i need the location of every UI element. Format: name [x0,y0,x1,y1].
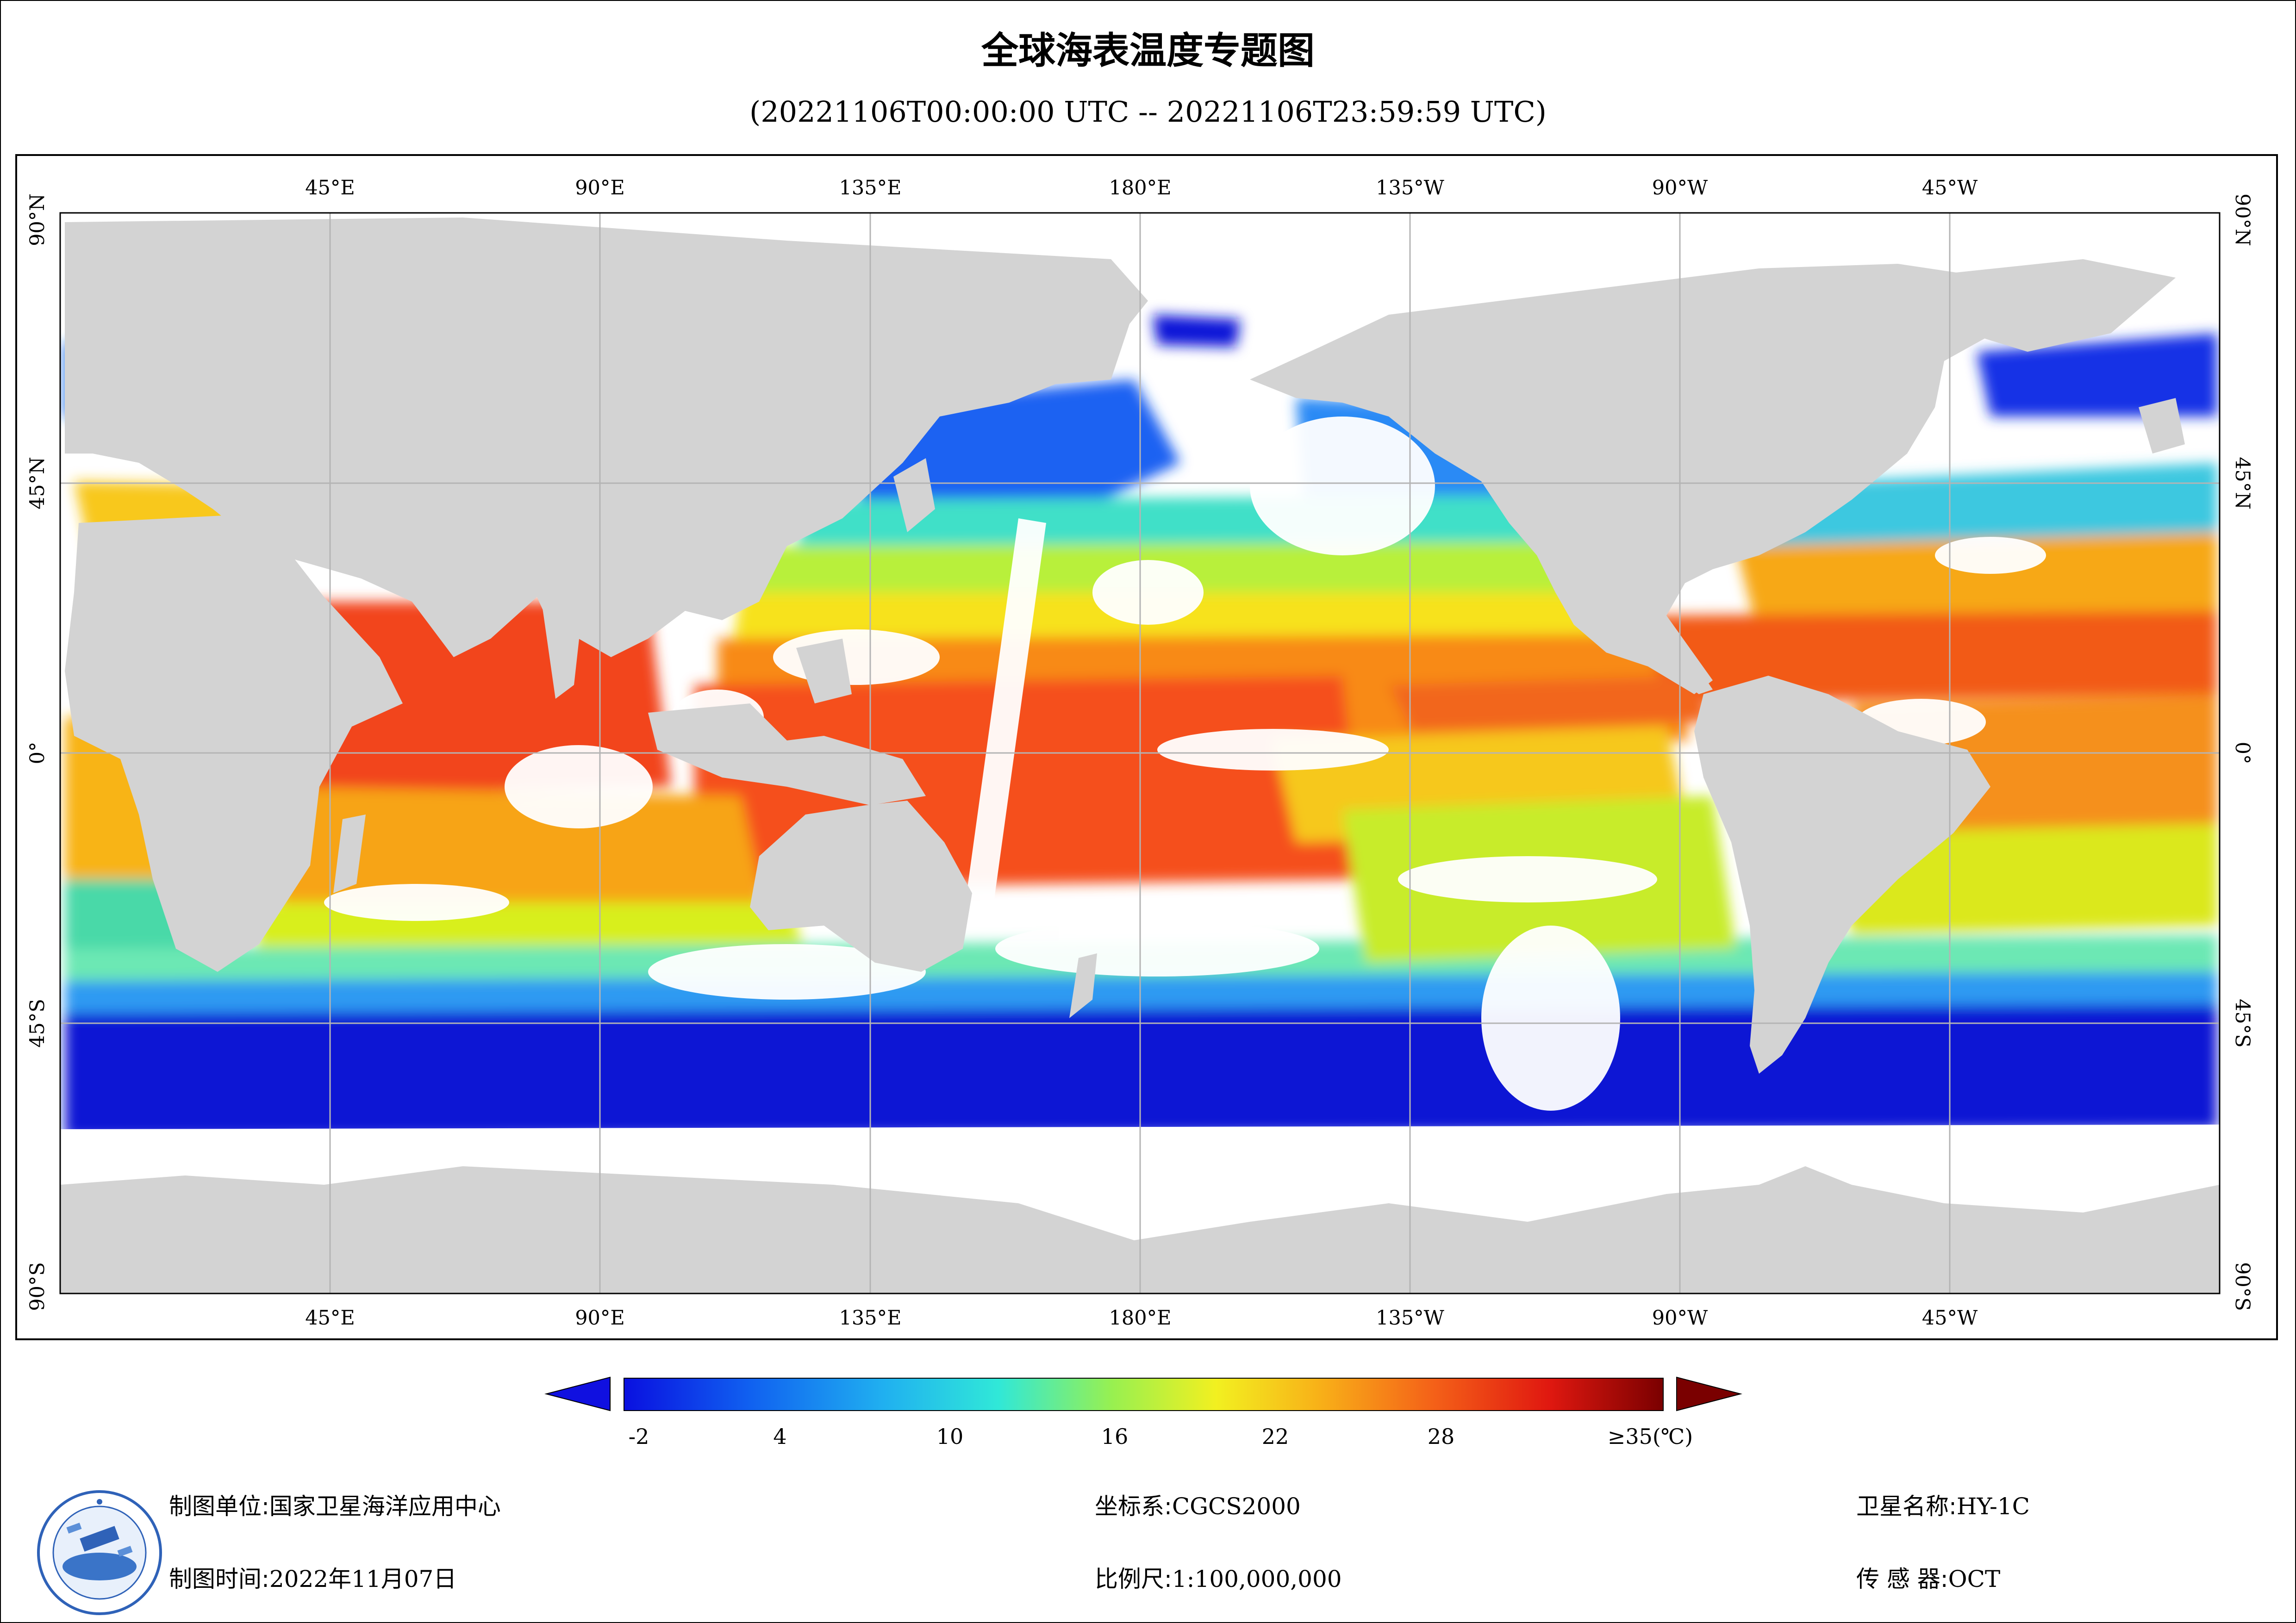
sst-field [60,218,2220,1293]
colorbar-tick: ≥35(℃) [1608,1424,1693,1449]
lon-label: 135°E [839,176,902,199]
lon-label: 45°E [305,1306,355,1330]
lon-label: 135°W [1376,176,1445,199]
lat-label: 0° [2231,742,2254,765]
colorbar-tick: -2 [629,1424,649,1449]
sensor-label: 传 感 器: [1856,1566,1948,1592]
lat-label: 90°S [26,1262,49,1311]
lat-label: 90°N [2231,193,2254,246]
scale-value: 1:100,000,000 [1172,1566,1342,1592]
sensor-value: OCT [1948,1566,2001,1592]
top-lon-labels: 45°E 90°E 135°E 180°E 135°W 90°W 45°W [305,176,1978,199]
colorbar-tick: 10 [936,1424,964,1449]
colorbar-tick: 28 [1428,1424,1455,1449]
time-range: (20221106T00:00:00 UTC -- 20221106T23:59… [749,95,1547,129]
producer-label: 制图单位: [169,1493,269,1520]
left-lat-labels: 90°N 45°N 0° 45°S 90°S [26,193,49,1311]
scale-label: 比例尺: [1095,1566,1172,1592]
map-title: 全球海表温度专题图 [981,29,1315,72]
lat-label: 0° [26,742,49,765]
lon-label: 90°W [1652,176,1708,199]
colorbar-tick: 4 [773,1424,786,1449]
colorbar-gradient [624,1378,1664,1411]
lon-label: 135°W [1376,1306,1445,1330]
lon-label: 135°E [839,1306,902,1330]
lon-label: 180°E [1109,176,1172,199]
sst-map: 45°E 90°E 135°E 180°E 135°W 90°W 45°W 45… [26,176,2254,1330]
crs-info: 坐标系:CGCS2000 [1095,1488,1301,1521]
lat-label: 90°N [26,193,49,246]
colorbar-ticks: -2 4 10 16 22 28 ≥35(℃) [629,1424,1693,1449]
producer-value: 国家卫星海洋应用中心 [269,1493,501,1520]
satellite-info: 卫星名称:HY-1C [1856,1488,2030,1521]
production-date-label: 制图时间: [169,1566,269,1592]
producer-info: 制图单位:国家卫星海洋应用中心 [169,1488,501,1521]
map-frame [15,154,2278,1340]
lon-label: 180°E [1109,1306,1172,1330]
lat-label: 45°S [26,999,49,1048]
scale-info: 比例尺:1:100,000,000 [1095,1561,1342,1594]
lon-label: 90°E [575,1306,625,1330]
lat-label: 45°N [26,457,49,510]
colorbar-tick: 22 [1262,1424,1289,1449]
colorbar-min-arrow [544,1376,611,1412]
sensor-info: 传 感 器:OCT [1856,1561,2000,1594]
graticule [60,213,2220,1293]
nsoas-logo-icon [37,1490,162,1615]
satellite-value: HY-1C [1956,1493,2030,1520]
crs-label: 坐标系: [1095,1493,1172,1520]
production-date-info: 制图时间:2022年11月07日 [169,1561,456,1594]
colorbar-max-arrow [1676,1376,1742,1412]
colorbar-tick: 16 [1101,1424,1129,1449]
lat-label: 45°S [2231,999,2254,1048]
lon-label: 90°E [575,176,625,199]
lon-label: 90°W [1652,1306,1708,1330]
satellite-label: 卫星名称: [1856,1493,1957,1520]
lon-label: 45°W [1922,1306,1978,1330]
lat-label: 90°S [2231,1262,2254,1311]
lon-label: 45°E [305,176,355,199]
lon-label: 45°W [1922,176,1978,199]
map-inner-border [59,212,2221,1294]
production-date-value: 2022年11月07日 [269,1566,457,1592]
right-lat-labels: 90°N 45°N 0° 45°S 90°S [2231,193,2254,1311]
lat-label: 45°N [2231,457,2254,510]
crs-value: CGCS2000 [1172,1493,1301,1520]
bottom-lon-labels: 45°E 90°E 135°E 180°E 135°W 90°W 45°W [305,1306,1978,1330]
colorbar: -2 4 10 16 22 28 ≥35(℃) [544,1376,1742,1449]
